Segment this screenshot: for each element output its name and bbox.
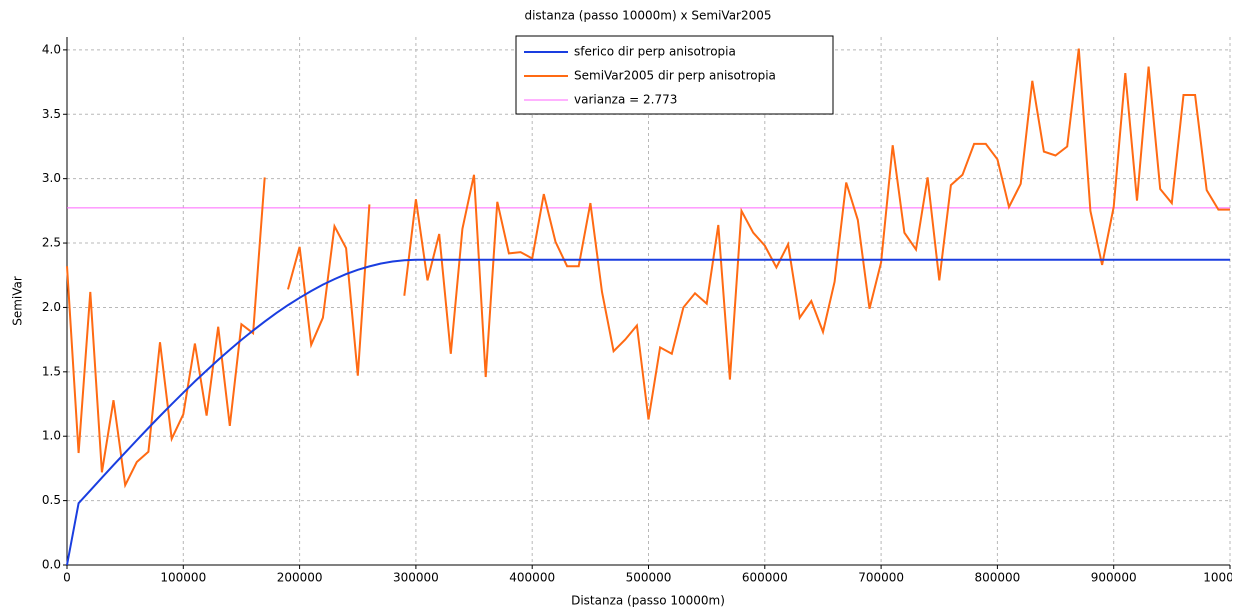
x-tick-label: 200000 <box>277 571 323 585</box>
y-tick-label: 3.5 <box>42 107 61 121</box>
x-ticks: 0 100000 200000 300000 400000 500000 600000 700… <box>63 571 1250 585</box>
x-tick-label: 0 <box>63 571 71 585</box>
y-tick-label: 1.5 <box>42 364 61 378</box>
x-tick-label: 100000 <box>160 571 206 585</box>
legend-label: varianza = 2.773 <box>574 93 677 107</box>
y-tick-label: 2.0 <box>42 300 61 314</box>
x-tick-label: 400000 <box>509 571 555 585</box>
y-tick-label: 0.5 <box>42 493 61 507</box>
legend-label: sferico dir perp anisotropia <box>574 45 736 59</box>
chart-title: distanza (passo 10000m) x SemiVar2005 <box>524 9 771 23</box>
y-tick-label: 2.5 <box>42 236 61 250</box>
x-tick-label: 300000 <box>393 571 439 585</box>
y-tick-label: 1.0 <box>42 429 61 443</box>
x-tick-label: 500000 <box>626 571 672 585</box>
y-axis-label: SemiVar <box>11 276 25 326</box>
x-tick-label: 900000 <box>1091 571 1137 585</box>
series-line <box>66 258 1230 566</box>
legend-box <box>515 35 834 115</box>
series-line <box>403 48 1230 420</box>
x-tick-label: 800000 <box>974 571 1020 585</box>
x-tick-label: 600000 <box>742 571 788 585</box>
x-tick-label: 700000 <box>858 571 904 585</box>
x-axis-label: Distanza (passo 10000m) <box>571 594 725 608</box>
legend-label: SemiVar2005 dir perp anisotropia <box>574 69 776 83</box>
series-line <box>287 204 371 376</box>
y-tick-label: 0.0 <box>42 558 61 572</box>
y-tick-label: 4.0 <box>42 42 61 56</box>
series-line <box>66 177 266 489</box>
y-tick-label: 3.0 <box>42 171 61 185</box>
